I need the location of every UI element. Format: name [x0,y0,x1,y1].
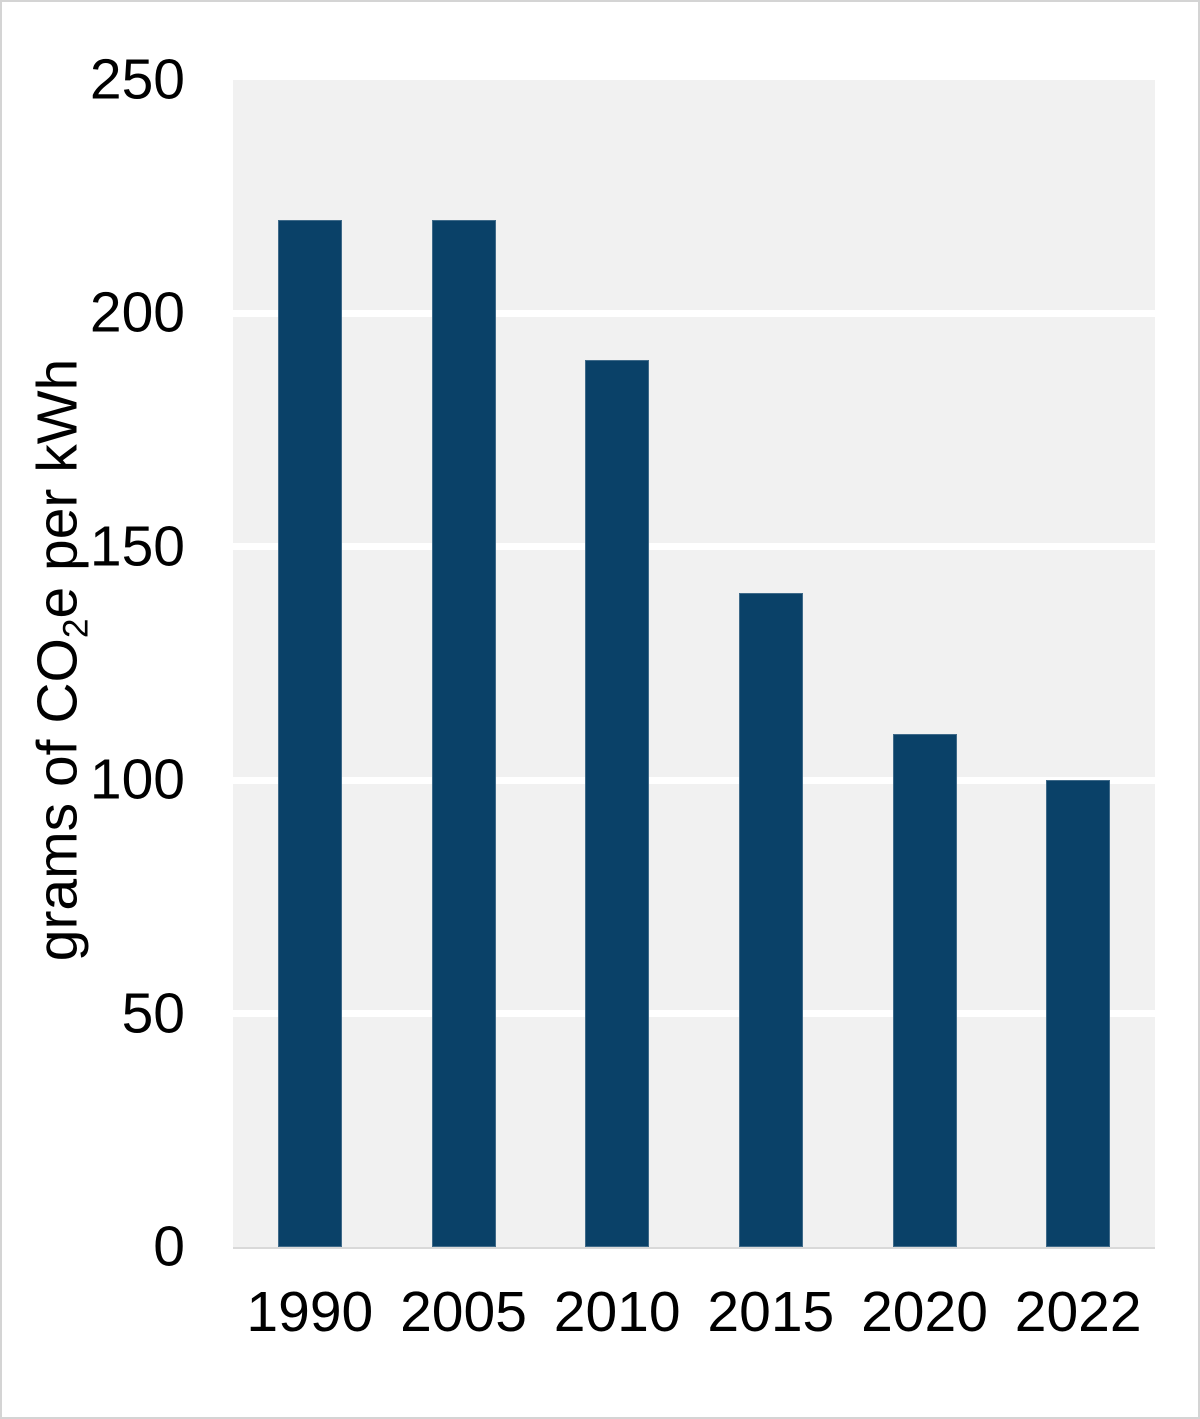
x-label-2005: 2005 [400,1280,527,1344]
bar-2005 [431,220,496,1247]
bar-2020 [892,733,957,1247]
y-tick-200: 200 [89,280,185,345]
x-label-1990: 1990 [246,1280,374,1344]
bar-2010 [585,360,650,1247]
plot-area [233,80,1155,1249]
gridline-100 [233,776,1155,784]
x-label-2020: 2020 [861,1280,988,1344]
y-tick-150: 150 [89,514,185,579]
y-axis-title-subscript-2: 2 [56,618,96,639]
y-tick-100: 100 [89,747,185,812]
x-label-2015: 2015 [707,1280,835,1344]
y-tick-50: 50 [121,981,185,1046]
bar-2015 [738,593,803,1247]
x-label-2022: 2022 [1014,1280,1142,1344]
y-tick-0: 0 [153,1214,185,1279]
y-axis-title: grams of CO2e per kWh [26,359,96,962]
x-label-2010: 2010 [553,1280,681,1344]
bar-1990 [277,220,342,1247]
gridline-50 [233,1010,1155,1018]
y-axis-title-post: e per kWh [25,358,90,619]
gridline-200 [233,309,1155,317]
y-tick-250: 250 [89,47,185,112]
gridline-150 [233,543,1155,551]
bar-2022 [1046,780,1111,1247]
